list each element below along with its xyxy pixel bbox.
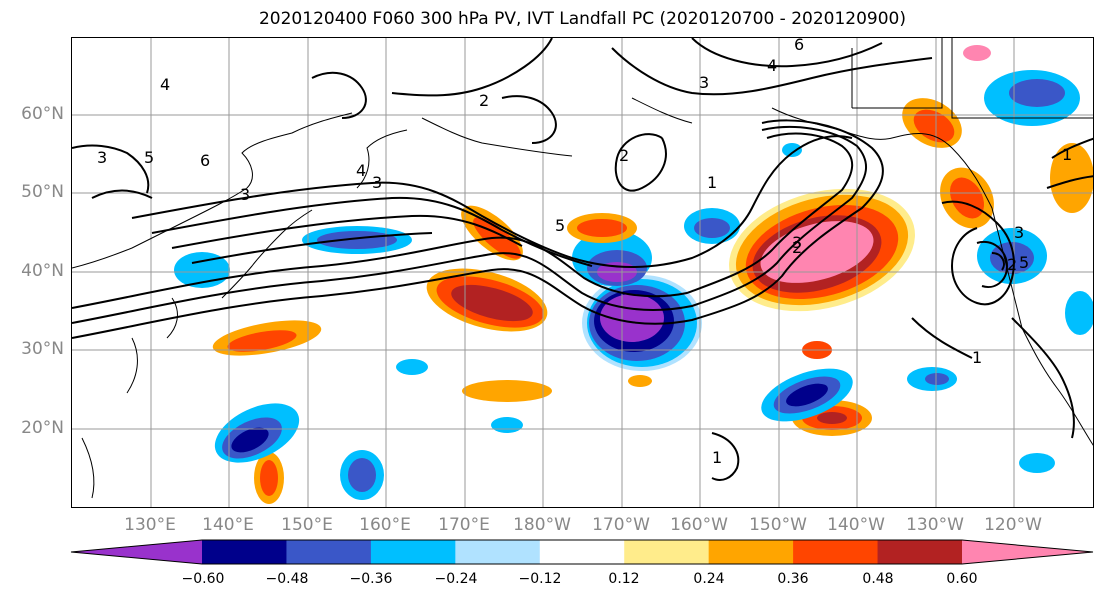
map-title: 2020120400 F060 300 hPa PV, IVT Landfall… (258, 9, 906, 29)
gridlines (72, 38, 1093, 507)
contour-label: 3 (699, 73, 709, 92)
colorbar-tick: −0.36 (349, 571, 393, 587)
map-canvas: 3 5 4 6 3 4 3 2 3 4 6 2 3 5 1 2 1 1 1 2 … (72, 38, 1093, 507)
colorbar-tick: −0.60 (181, 571, 225, 587)
contour-label: 1 (712, 448, 722, 467)
contour-label: 2 (792, 238, 802, 257)
contour-label: 1 (1062, 145, 1072, 164)
contour-label: 3 (1014, 223, 1024, 242)
contour-label: 3 (97, 148, 107, 167)
colorbar-segment (370, 540, 456, 564)
lat-label-40n: 40°N (21, 261, 64, 281)
colorbar-segment (962, 540, 1093, 564)
colorbar-segment (708, 540, 794, 564)
colorbar (0, 538, 1105, 568)
lon-label-140w: 140°W (827, 515, 885, 535)
lon-label-170e: 170°E (438, 515, 490, 535)
lon-label-120w: 120°W (984, 515, 1042, 535)
colorbar-tick: −0.48 (265, 571, 309, 587)
contour-labels: 3 5 4 6 3 4 3 2 3 4 6 2 3 5 1 2 1 1 1 2 … (97, 38, 1072, 467)
lon-label-160w: 160°W (670, 515, 728, 535)
colorbar-tick: 0.12 (608, 571, 640, 587)
contour-label: 5 (555, 216, 565, 235)
colorbar-tick: −0.24 (434, 571, 478, 587)
anomaly-shading (174, 45, 1093, 504)
lon-label-150w: 150°W (749, 515, 807, 535)
pv-contours (72, 38, 1093, 481)
lon-label-160e: 160°E (359, 515, 411, 535)
lon-label-150e: 150°E (281, 515, 333, 535)
lon-label-140e: 140°E (202, 515, 254, 535)
lat-label-30n: 30°N (21, 339, 64, 359)
colorbar-tick: 0.48 (862, 571, 894, 587)
map-panel: 3 5 4 6 3 4 3 2 3 4 6 2 3 5 1 2 1 1 1 2 … (71, 37, 1094, 508)
contour-label: 1 (707, 173, 717, 192)
colorbar-outline (70, 539, 1094, 565)
contour-label: 3 (240, 185, 250, 204)
contour-label: 6 (794, 38, 804, 54)
lon-label-180w: 180°W (513, 515, 571, 535)
contour-label: 3 (372, 173, 382, 192)
contour-label: 3 (792, 233, 802, 252)
contour-label: 5 (1019, 253, 1029, 272)
contour-label: 1 (972, 348, 982, 367)
colorbar-tick: 0.60 (946, 571, 978, 587)
lat-label-20n: 20°N (21, 418, 64, 438)
colorbar-segment (877, 540, 963, 564)
colorbar-tick: 0.24 (693, 571, 725, 587)
colorbar-segment (71, 540, 202, 564)
lon-label-130e: 130°E (124, 515, 176, 535)
contour-label: 4 (767, 56, 777, 75)
colorbar-segment (202, 540, 287, 564)
colorbar-segment (624, 540, 710, 564)
colorbar-segment (539, 540, 625, 564)
contour-label: 6 (200, 151, 210, 170)
contour-label: 4 (160, 75, 170, 94)
contour-label: 2 (619, 146, 629, 165)
lon-label-170w: 170°W (592, 515, 650, 535)
coastlines (72, 38, 1093, 499)
lon-label-130w: 130°W (906, 515, 964, 535)
contour-label: 2 (1007, 255, 1017, 274)
contour-label: 4 (356, 161, 366, 180)
colorbar-tick: 0.36 (777, 571, 809, 587)
colorbar-tick: −0.12 (518, 571, 562, 587)
colorbar-segment (793, 540, 879, 564)
lat-label-50n: 50°N (21, 182, 64, 202)
lat-label-60n: 60°N (21, 104, 64, 124)
colorbar-segment (286, 540, 372, 564)
contour-label: 2 (479, 91, 489, 110)
contour-label: 5 (144, 148, 154, 167)
colorbar-segment (455, 540, 541, 564)
colorbar-svg (70, 539, 1094, 565)
